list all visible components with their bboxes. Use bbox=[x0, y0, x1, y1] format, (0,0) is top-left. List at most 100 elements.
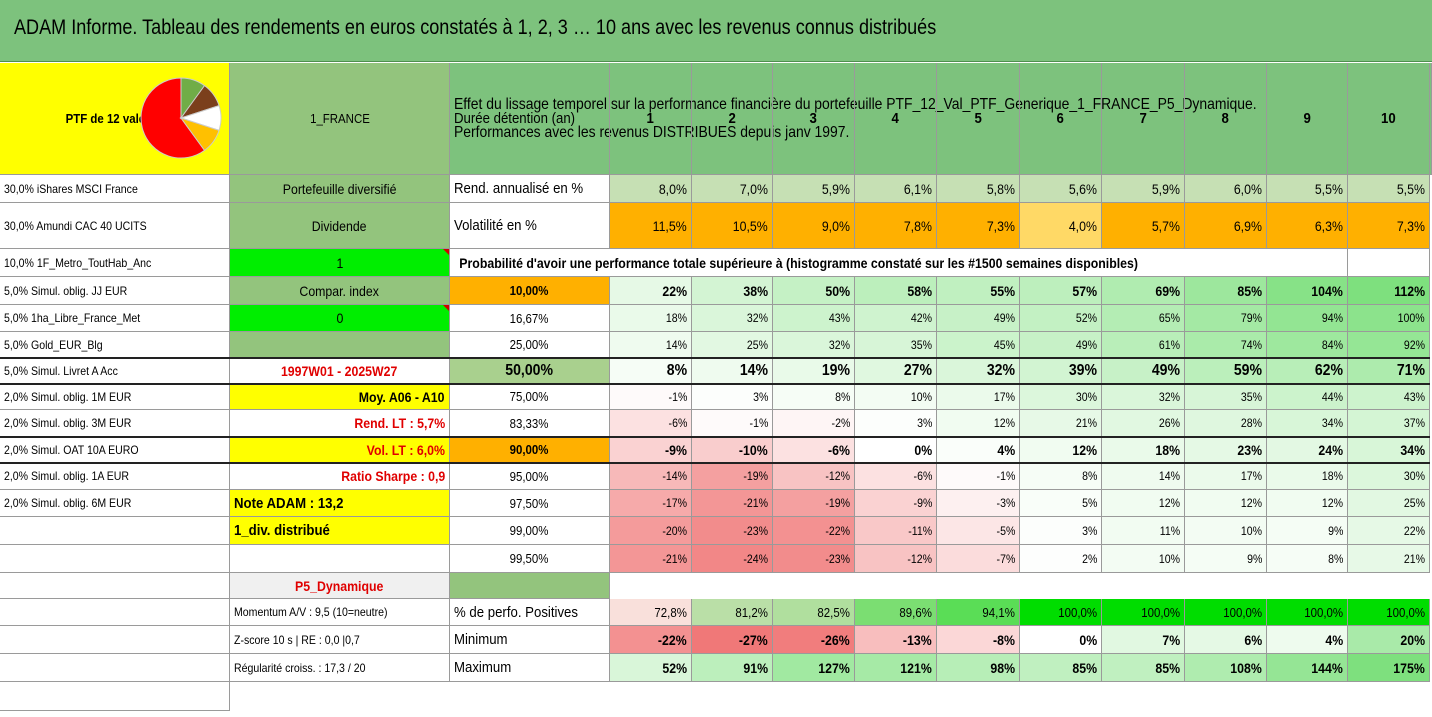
probability-value[interactable]: 100% bbox=[1348, 305, 1430, 332]
empty-cell[interactable] bbox=[0, 517, 230, 545]
maximum-value[interactable]: 108% bbox=[1185, 654, 1267, 682]
probability-value[interactable]: -1% bbox=[937, 463, 1020, 490]
maximum-value[interactable]: 175% bbox=[1348, 654, 1430, 682]
volatility-value[interactable]: 7,8% bbox=[855, 203, 937, 249]
probability-value[interactable]: 21% bbox=[1020, 410, 1102, 437]
annualized-return-value[interactable]: 6,0% bbox=[1185, 175, 1267, 203]
probability-value[interactable]: 92% bbox=[1348, 332, 1430, 358]
probability-threshold[interactable]: 75,00% bbox=[450, 384, 610, 410]
probability-threshold[interactable]: 10,00% bbox=[450, 277, 610, 305]
probability-value[interactable]: 79% bbox=[1185, 305, 1267, 332]
probability-value[interactable]: 85% bbox=[1185, 277, 1267, 305]
probability-value[interactable]: 57% bbox=[1020, 277, 1102, 305]
probability-value[interactable]: 49% bbox=[1020, 332, 1102, 358]
annualized-return-label[interactable]: Rend. annualisé en % bbox=[450, 175, 610, 203]
probability-value[interactable]: 42% bbox=[855, 305, 937, 332]
year-header-value[interactable]: 7 bbox=[1102, 63, 1185, 175]
probability-value[interactable]: -7% bbox=[937, 545, 1020, 573]
portfolio-description-cell[interactable]: Effet du lissage temporel sur la perform… bbox=[450, 63, 1432, 175]
probability-value[interactable]: 12% bbox=[1102, 490, 1185, 517]
probability-value[interactable]: -19% bbox=[773, 490, 855, 517]
probability-value[interactable]: 18% bbox=[1267, 463, 1348, 490]
year-header-value[interactable]: 3 bbox=[773, 63, 855, 175]
probability-value[interactable]: -14% bbox=[610, 463, 692, 490]
probability-value[interactable]: 4% bbox=[937, 437, 1020, 463]
holding-row[interactable]: 2,0% Simul. oblig. 3M EUR bbox=[0, 410, 230, 437]
momentum-cell[interactable]: Momentum A/V : 9,5 (10=neutre) bbox=[230, 599, 450, 626]
probability-value[interactable]: 49% bbox=[937, 305, 1020, 332]
probability-value[interactable]: 71% bbox=[1348, 358, 1430, 384]
probability-value[interactable]: 14% bbox=[692, 358, 773, 384]
minimum-value[interactable]: -27% bbox=[692, 626, 773, 654]
period-cell[interactable]: 1997W01 - 2025W27 bbox=[230, 358, 450, 384]
probability-threshold[interactable]: 25,00% bbox=[450, 332, 610, 358]
positive-performance-value[interactable]: 100,0% bbox=[1267, 599, 1348, 626]
probability-value[interactable]: 25% bbox=[1348, 490, 1430, 517]
probability-value[interactable]: 43% bbox=[1348, 384, 1430, 410]
probability-value[interactable]: 69% bbox=[1102, 277, 1185, 305]
annualized-return-value[interactable]: 7,0% bbox=[692, 175, 773, 203]
volatility-value[interactable]: 7,3% bbox=[1348, 203, 1430, 249]
maximum-value[interactable]: 91% bbox=[692, 654, 773, 682]
minimum-label[interactable]: Minimum bbox=[450, 626, 610, 654]
empty-green-cell[interactable] bbox=[230, 332, 450, 358]
probability-threshold[interactable]: 16,67% bbox=[450, 305, 610, 332]
probability-value[interactable]: 94% bbox=[1267, 305, 1348, 332]
annualized-return-value[interactable]: 6,1% bbox=[855, 175, 937, 203]
minimum-value[interactable]: -13% bbox=[855, 626, 937, 654]
volatility-value[interactable]: 9,0% bbox=[773, 203, 855, 249]
probability-value[interactable]: 3% bbox=[1020, 517, 1102, 545]
annualized-return-value[interactable]: 5,5% bbox=[1267, 175, 1348, 203]
probability-value[interactable]: 8% bbox=[610, 358, 692, 384]
probability-value[interactable]: 43% bbox=[773, 305, 855, 332]
probability-value[interactable]: -23% bbox=[773, 545, 855, 573]
annualized-return-value[interactable]: 5,9% bbox=[1102, 175, 1185, 203]
maximum-value[interactable]: 127% bbox=[773, 654, 855, 682]
empty-cell[interactable] bbox=[0, 599, 230, 626]
probability-value[interactable]: 23% bbox=[1185, 437, 1267, 463]
probability-value[interactable]: 37% bbox=[1348, 410, 1430, 437]
volatility-value[interactable]: 6,3% bbox=[1267, 203, 1348, 249]
probability-value[interactable]: 62% bbox=[1267, 358, 1348, 384]
average-window-cell[interactable]: Moy. A06 - A10 bbox=[230, 384, 450, 410]
holding-row[interactable]: 5,0% Simul. Livret A Acc bbox=[0, 358, 230, 384]
empty-cell[interactable] bbox=[0, 545, 230, 573]
probability-value[interactable]: 0% bbox=[855, 437, 937, 463]
probability-threshold[interactable]: 97,50% bbox=[450, 490, 610, 517]
probability-value[interactable]: 44% bbox=[1267, 384, 1348, 410]
minimum-value[interactable]: 20% bbox=[1348, 626, 1430, 654]
probability-value[interactable]: -6% bbox=[773, 437, 855, 463]
maximum-value[interactable]: 98% bbox=[937, 654, 1020, 682]
zscore-cell[interactable]: Z-score 10 s | RE : 0,0 |0,7 bbox=[230, 626, 450, 654]
holding-row[interactable]: 2,0% Simul. oblig. 6M EUR bbox=[0, 490, 230, 517]
probability-value[interactable]: 30% bbox=[1348, 463, 1430, 490]
volatility-value[interactable]: 6,9% bbox=[1185, 203, 1267, 249]
probability-value[interactable]: 12% bbox=[1267, 490, 1348, 517]
probability-value[interactable]: 22% bbox=[610, 277, 692, 305]
dividend-mode-cell[interactable]: 1_div. distribué bbox=[230, 517, 450, 545]
probability-value[interactable]: 30% bbox=[1020, 384, 1102, 410]
positive-performance-value[interactable]: 100,0% bbox=[1102, 599, 1185, 626]
year-header-value[interactable]: 10 bbox=[1348, 63, 1430, 175]
annualized-return-value[interactable]: 5,8% bbox=[937, 175, 1020, 203]
probability-value[interactable]: 28% bbox=[1185, 410, 1267, 437]
probability-value[interactable]: -20% bbox=[610, 517, 692, 545]
empty-cell[interactable] bbox=[0, 654, 230, 682]
positive-performance-value[interactable]: 100,0% bbox=[1185, 599, 1267, 626]
probability-value[interactable]: 10% bbox=[1102, 545, 1185, 573]
zone-cell[interactable]: 1_FRANCE bbox=[230, 63, 450, 175]
regularity-cell[interactable]: Régularité croiss. : 17,3 / 20 bbox=[230, 654, 450, 682]
dividend-value-input[interactable]: 1 bbox=[230, 249, 450, 277]
probability-value[interactable]: 12% bbox=[937, 410, 1020, 437]
maximum-label[interactable]: Maximum bbox=[450, 654, 610, 682]
probability-value[interactable]: -5% bbox=[937, 517, 1020, 545]
sharpe-ratio-cell[interactable]: Ratio Sharpe : 0,9 bbox=[230, 463, 450, 490]
empty-green-cell[interactable] bbox=[450, 573, 610, 599]
probability-title[interactable]: Probabilité d'avoir une performance tota… bbox=[450, 249, 1348, 277]
probability-value[interactable]: 12% bbox=[1020, 437, 1102, 463]
probability-value[interactable]: 19% bbox=[773, 358, 855, 384]
probability-value[interactable]: -1% bbox=[692, 410, 773, 437]
holding-row[interactable]: 5,0% 1ha_Libre_France_Met bbox=[0, 305, 230, 332]
dividend-label-cell[interactable]: Dividende bbox=[230, 203, 450, 249]
annualized-return-value[interactable]: 5,6% bbox=[1020, 175, 1102, 203]
